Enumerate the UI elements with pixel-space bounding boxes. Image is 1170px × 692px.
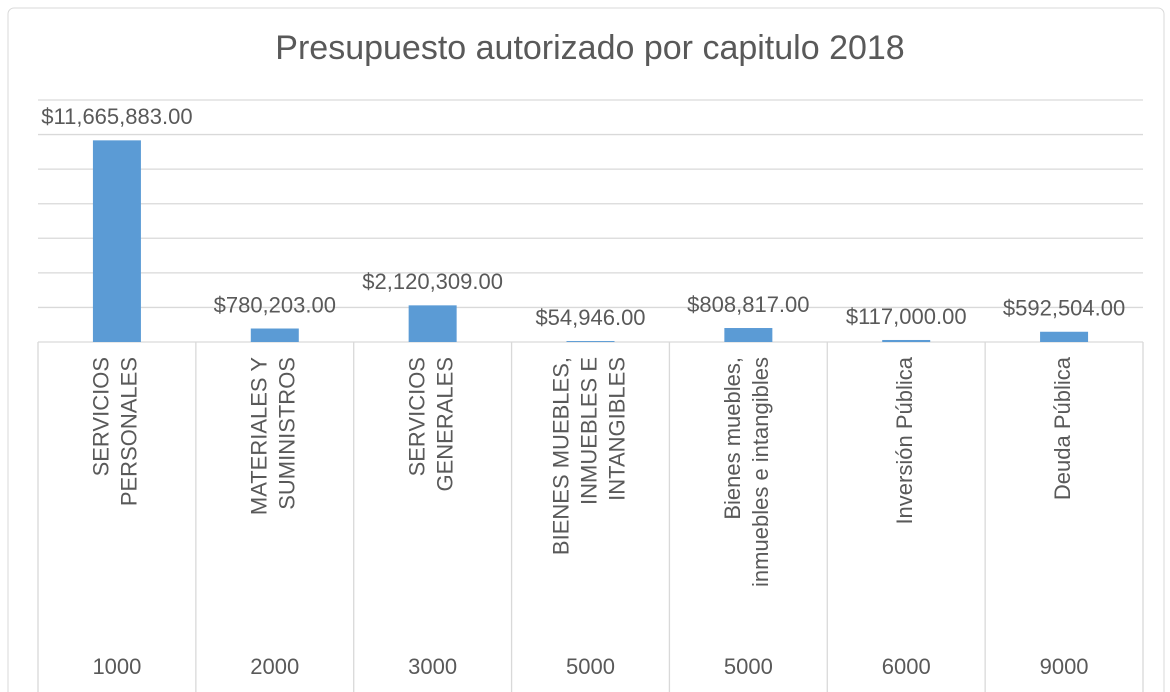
x-tick-label: MATERIALES Y	[247, 357, 272, 515]
value-label: $592,504.00	[1003, 296, 1125, 321]
value-label: $808,817.00	[687, 292, 809, 317]
x-tick-label: SUMINISTROS	[275, 357, 300, 510]
x-tick-label: SERVICIOS	[89, 357, 114, 476]
group-label: 6000	[882, 654, 931, 679]
group-label: 1000	[92, 654, 141, 679]
value-label: $54,946.00	[535, 305, 645, 330]
group-label: 5000	[566, 654, 615, 679]
group-label: 2000	[250, 654, 299, 679]
x-tick-label: GENERALES	[432, 357, 457, 492]
group-label: 3000	[408, 654, 457, 679]
bar	[566, 341, 615, 342]
bar	[724, 328, 773, 342]
group-label: 9000	[1040, 654, 1089, 679]
chart-title: Presupuesto autorizado por capitulo 2018	[275, 29, 904, 67]
value-label: $117,000.00	[846, 304, 967, 329]
value-label: $2,120,309.00	[362, 269, 503, 294]
chart-border	[7, 7, 1165, 692]
x-tick-label: PERSONALES	[117, 357, 142, 506]
x-tick-label: Bienes muebles,	[720, 357, 745, 520]
group-label: 5000	[724, 654, 773, 679]
value-label: $780,203.00	[214, 292, 336, 317]
bar	[882, 339, 931, 342]
x-tick-label: SERVICIOS	[404, 357, 429, 476]
bar	[1040, 331, 1089, 342]
x-tick-label: Deuda Pública	[1050, 356, 1075, 500]
x-tick-label: BIENES MUEBLES,	[548, 357, 573, 555]
bar	[250, 328, 299, 342]
value-label: $11,665,883.00	[41, 104, 192, 129]
x-tick-label: INTANGIBLES	[604, 357, 629, 501]
bar	[92, 140, 141, 342]
bar	[408, 305, 457, 342]
x-tick-label: INMUEBLES E	[576, 357, 601, 505]
x-tick-label: inmuebles e intangibles	[748, 357, 773, 587]
x-tick-label: Inversión Pública	[892, 356, 917, 524]
